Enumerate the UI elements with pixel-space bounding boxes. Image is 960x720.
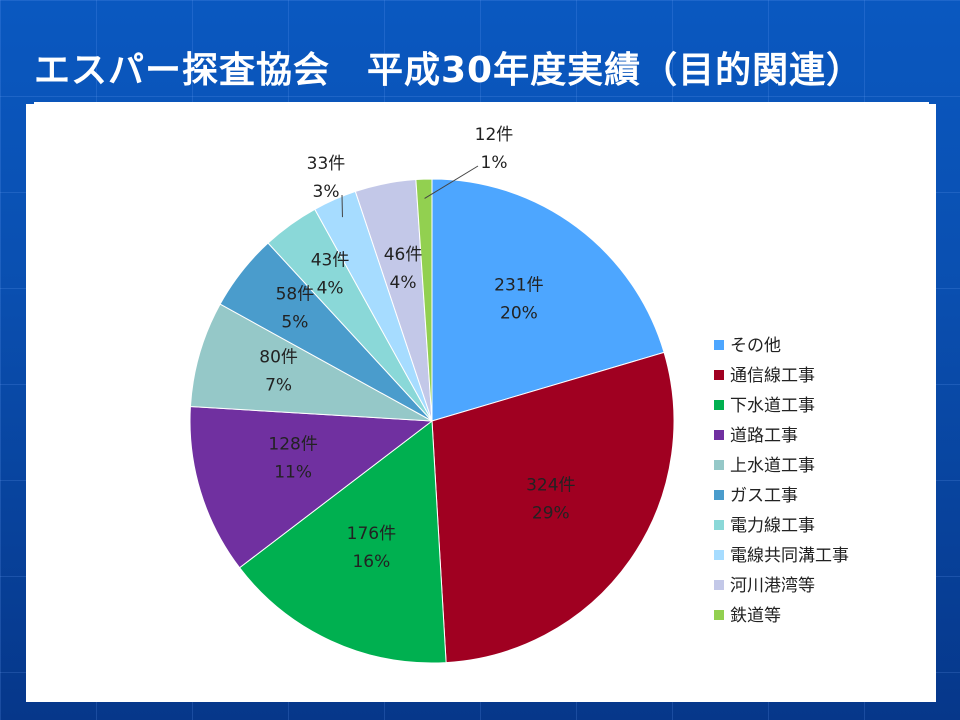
legend-swatch [714,550,724,560]
data-label-percent: 4% [317,279,344,299]
data-label-count: 80件 [259,348,298,368]
pie-slice [431,178,665,422]
data-label-percent: 29% [532,503,570,523]
legend-swatch [714,610,724,620]
pie-slice [189,406,434,569]
data-label-count: 12件 [475,125,514,145]
legend-label: 電力線工事 [730,516,815,536]
legend-label: 道路工事 [730,426,798,446]
legend-label: 上水道工事 [730,456,815,476]
pie-slice [431,351,675,664]
pie-slice [238,420,447,664]
data-label-count: 231件 [494,276,543,296]
legend-label: 通信線工事 [730,366,815,386]
chart-panel: 231件 20% 324件 29% 176件 16% 128件 11% 80件 7% 58件 5% 43… [26,104,936,702]
legend-swatch [714,580,724,590]
data-label-count: 58件 [276,284,315,304]
pie-slice [415,178,433,422]
legend-swatch [714,430,724,440]
data-label-percent: 4% [390,273,417,293]
legend-swatch [714,340,724,350]
pie-chart: 231件 20% 324件 29% 176件 16% 128件 11% 80件 7% 58件 5% 43… [189,125,849,664]
legend-label: 電線共同溝工事 [730,546,849,566]
data-label-count: 43件 [311,251,350,271]
data-label-count: 176件 [347,524,396,544]
legend-swatch [714,370,724,380]
legend-label: 河川港湾等 [730,576,815,596]
legend-label: ガス工事 [730,486,798,506]
legend-label: 下水道工事 [730,396,815,416]
legend-swatch [714,400,724,410]
data-label-percent: 20% [500,304,538,324]
data-label-count: 46件 [384,245,423,265]
leader-line [424,165,479,199]
legend-swatch [714,460,724,470]
legend-label: 鉄道等 [730,606,781,626]
legend-swatch [714,520,724,530]
data-label-percent: 5% [281,312,308,332]
legend-swatch [714,490,724,500]
pie-slice [189,303,433,422]
page-title: エスパー探査協会 平成30年度実績（目的関連） [34,40,929,105]
data-label-count: 128件 [268,434,317,454]
data-label-percent: 3% [313,182,340,202]
data-label-percent: 7% [265,376,292,396]
data-label-count: 324件 [526,475,575,495]
data-label-percent: 11% [274,462,312,482]
data-label-count: 33件 [307,154,346,174]
data-label-percent: 16% [352,552,390,572]
data-label-percent: 1% [481,153,508,173]
legend-label: その他 [730,336,781,356]
